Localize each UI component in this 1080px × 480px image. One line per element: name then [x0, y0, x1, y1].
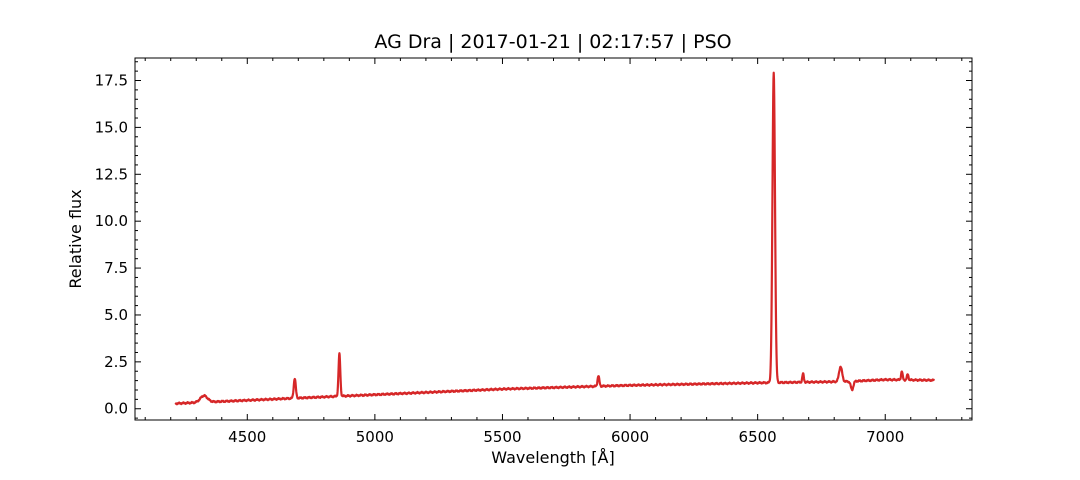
x-tick-label: 4500 — [228, 428, 266, 446]
y-tick-label: 0.0 — [104, 400, 128, 418]
x-tick-label: 6000 — [611, 428, 649, 446]
y-tick-label: 5.0 — [104, 306, 128, 324]
plot-frame — [134, 57, 973, 421]
y-tick-label: 17.5 — [95, 72, 128, 90]
y-tick-label: 7.5 — [104, 259, 128, 277]
y-axis-label: Relative flux — [66, 189, 85, 288]
y-tick-label: 12.5 — [95, 165, 128, 183]
y-tick-label: 15.0 — [95, 118, 128, 136]
spectrum-series-line — [174, 71, 935, 406]
chart-title: AG Dra | 2017-01-21 | 02:17:57 | PSO — [374, 31, 731, 53]
x-tick-label: 6500 — [739, 428, 777, 446]
y-tick-label: 2.5 — [104, 353, 128, 371]
x-tick-label: 5500 — [483, 428, 521, 446]
ticks-layer: 4500 5000 5500 6000 6500 7000 0.0 2.5 5.0 7.5 10.0… — [95, 58, 972, 446]
x-tick-label: 7000 — [866, 428, 904, 446]
x-axis-label: Wavelength [Å] — [491, 448, 614, 467]
y-tick-label: 10.0 — [95, 212, 128, 230]
x-tick-label: 5000 — [356, 428, 394, 446]
